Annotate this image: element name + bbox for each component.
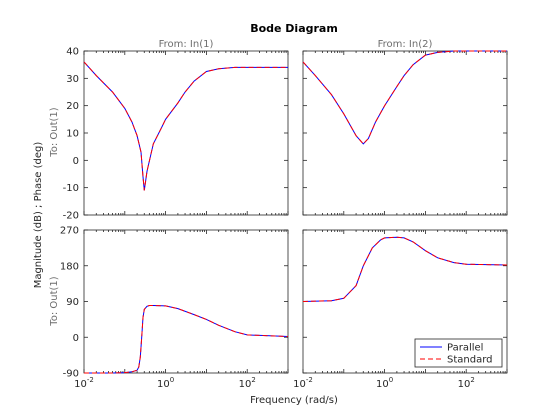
y-tick-label: 0	[73, 333, 79, 344]
x-tick-label: 102	[458, 376, 475, 390]
x-tick-label: 10-2	[74, 376, 94, 390]
y-tick-label: -90	[63, 369, 79, 380]
row-label-magnitude: To: Out(1)	[49, 107, 60, 157]
legend-entry-parallel: Parallel	[447, 343, 483, 354]
y-tick-label: 90	[66, 297, 79, 308]
x-tick-label: 100	[157, 376, 174, 390]
x-tick-label: 102	[239, 376, 256, 390]
y-tick-label: 0	[73, 156, 79, 167]
series-line-standard-phase_in2	[302, 236, 508, 302]
column-title-in2: From: In(2)	[378, 39, 433, 50]
series-line-standard-mag_in2	[302, 50, 507, 145]
y-tick-label: 270	[60, 226, 79, 237]
y-tick-label: 30	[66, 74, 79, 85]
legend-entry-standard: Standard	[447, 355, 493, 366]
y-tick-label: 40	[66, 47, 79, 58]
x-tick-label: 10-2	[293, 376, 313, 390]
y-tick-label: -10	[63, 183, 79, 194]
y-tick-label: -20	[63, 211, 79, 222]
y-axis-label: Magnitude (dB) ; Phase (deg)	[33, 142, 44, 289]
series-line-standard-phase_in1	[84, 305, 289, 374]
x-tick-label: 100	[376, 376, 393, 390]
y-tick-label: 20	[66, 101, 79, 112]
legend-box	[414, 338, 503, 368]
series-line-standard-mag_in1	[83, 61, 288, 191]
row-label-phase: To: Out(1)	[49, 276, 60, 326]
figure-title: Bode Diagram	[250, 22, 338, 35]
y-tick-label: 10	[66, 129, 79, 140]
y-tick-label: 180	[60, 261, 79, 272]
x-axis-label: Frequency (rad/s)	[250, 395, 338, 406]
column-title-in1: From: In(1)	[159, 39, 214, 50]
